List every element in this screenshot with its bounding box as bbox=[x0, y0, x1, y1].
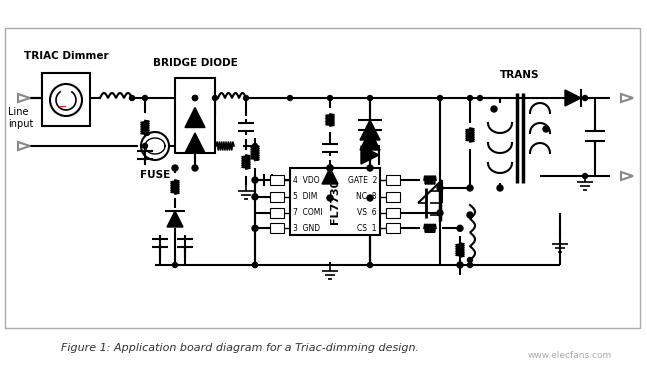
Text: Figure 1: Application board diagram for a Triac-dimming design.: Figure 1: Application board diagram for … bbox=[61, 343, 419, 353]
Text: BRIDGE DIODE: BRIDGE DIODE bbox=[153, 58, 237, 68]
Circle shape bbox=[142, 144, 148, 149]
Text: 3  GND: 3 GND bbox=[293, 224, 320, 233]
Polygon shape bbox=[565, 90, 581, 106]
Circle shape bbox=[367, 95, 373, 100]
Text: 5  DIM: 5 DIM bbox=[293, 192, 318, 201]
Circle shape bbox=[543, 126, 549, 132]
Circle shape bbox=[252, 144, 258, 149]
Circle shape bbox=[193, 95, 197, 100]
Bar bbox=[270, 223, 284, 233]
Text: NC  8: NC 8 bbox=[356, 192, 377, 201]
Circle shape bbox=[252, 262, 258, 267]
Circle shape bbox=[252, 225, 258, 231]
Circle shape bbox=[477, 95, 483, 100]
Text: −: − bbox=[58, 102, 68, 112]
Bar bbox=[270, 175, 284, 185]
Circle shape bbox=[212, 95, 217, 100]
Polygon shape bbox=[185, 133, 205, 153]
Circle shape bbox=[468, 262, 472, 267]
Circle shape bbox=[582, 173, 587, 178]
Bar bbox=[386, 223, 400, 233]
Text: 7  COMI: 7 COMI bbox=[293, 208, 323, 218]
Circle shape bbox=[457, 225, 463, 231]
Circle shape bbox=[193, 95, 197, 100]
Circle shape bbox=[582, 95, 587, 100]
Text: FL7730: FL7730 bbox=[330, 179, 340, 224]
Circle shape bbox=[468, 257, 472, 262]
Circle shape bbox=[367, 195, 373, 201]
Circle shape bbox=[243, 95, 248, 100]
Bar bbox=[270, 208, 284, 218]
Polygon shape bbox=[167, 211, 183, 227]
Circle shape bbox=[467, 212, 473, 218]
Circle shape bbox=[457, 262, 463, 268]
Bar bbox=[5, 28, 640, 328]
Bar bbox=[270, 192, 284, 202]
Polygon shape bbox=[360, 120, 380, 140]
Text: FUSE: FUSE bbox=[140, 170, 170, 180]
Circle shape bbox=[327, 95, 333, 100]
Circle shape bbox=[193, 95, 197, 100]
Circle shape bbox=[468, 95, 472, 100]
Text: Line
input: Line input bbox=[8, 107, 34, 129]
Bar bbox=[386, 208, 400, 218]
Circle shape bbox=[327, 165, 333, 171]
Circle shape bbox=[129, 95, 135, 100]
Text: 4  VDO: 4 VDO bbox=[293, 175, 320, 185]
Circle shape bbox=[491, 106, 497, 112]
Polygon shape bbox=[185, 108, 205, 128]
Circle shape bbox=[437, 185, 443, 191]
Text: CS  1: CS 1 bbox=[358, 224, 377, 233]
Bar bbox=[386, 192, 400, 202]
Circle shape bbox=[173, 262, 177, 267]
Bar bbox=[386, 175, 400, 185]
Bar bbox=[175, 78, 215, 153]
Circle shape bbox=[252, 177, 258, 183]
Text: GATE  2: GATE 2 bbox=[347, 175, 377, 185]
Text: VS  6: VS 6 bbox=[357, 208, 377, 218]
Bar bbox=[290, 168, 380, 235]
Polygon shape bbox=[322, 168, 338, 184]
Text: TRIAC Dimmer: TRIAC Dimmer bbox=[24, 51, 108, 61]
Circle shape bbox=[367, 262, 373, 267]
Circle shape bbox=[497, 185, 503, 191]
Circle shape bbox=[252, 262, 258, 267]
Circle shape bbox=[467, 185, 473, 191]
Circle shape bbox=[327, 195, 333, 201]
Circle shape bbox=[142, 95, 148, 100]
Circle shape bbox=[287, 95, 292, 100]
Circle shape bbox=[327, 165, 333, 171]
Circle shape bbox=[437, 210, 443, 216]
Circle shape bbox=[367, 165, 373, 171]
Bar bbox=[42, 73, 90, 126]
Text: TRANS: TRANS bbox=[500, 70, 540, 80]
Circle shape bbox=[457, 262, 463, 267]
Text: www.elecfans.com: www.elecfans.com bbox=[528, 350, 612, 360]
Polygon shape bbox=[361, 146, 379, 164]
Circle shape bbox=[252, 194, 258, 200]
Circle shape bbox=[192, 165, 198, 171]
Circle shape bbox=[437, 95, 443, 100]
Polygon shape bbox=[360, 130, 380, 150]
Circle shape bbox=[172, 165, 178, 171]
